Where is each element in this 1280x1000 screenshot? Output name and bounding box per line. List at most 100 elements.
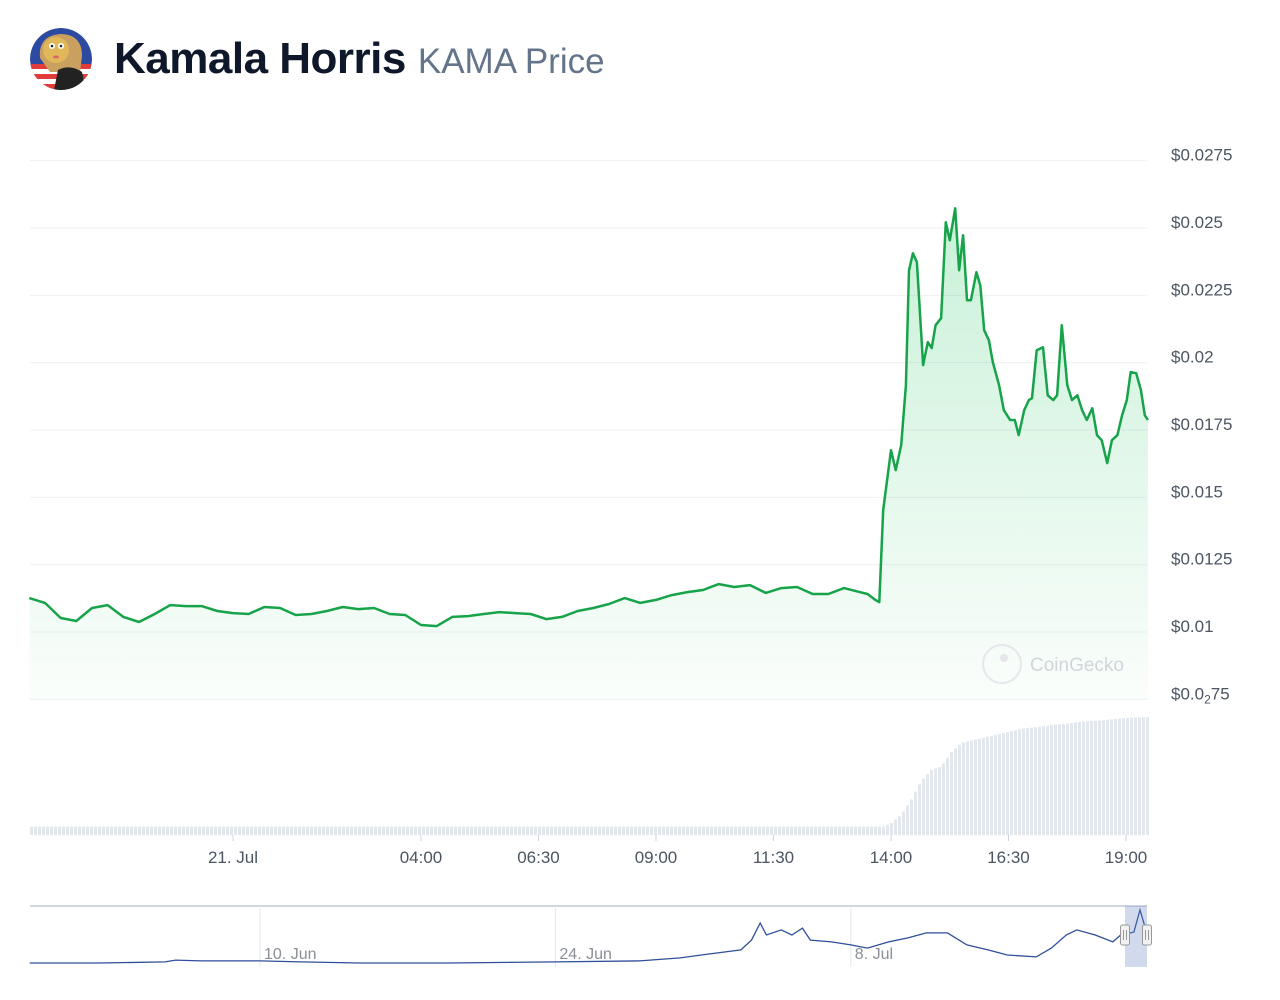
- volume-bar: [122, 826, 125, 835]
- volume-bar: [870, 826, 873, 835]
- volume-bar: [154, 826, 157, 835]
- volume-bar: [118, 826, 121, 835]
- volume-bar: [1086, 721, 1089, 835]
- volume-bar: [430, 826, 433, 835]
- page-header: Kamala Horris KAMA Price: [30, 28, 605, 90]
- y-tick-label: $0.0175: [1171, 415, 1232, 434]
- volume-bar: [554, 826, 557, 835]
- volume-bar: [318, 826, 321, 835]
- volume-bar: [978, 738, 981, 835]
- navigator-handle[interactable]: [1142, 924, 1152, 946]
- volume-bar: [878, 826, 881, 835]
- volume-bar: [1030, 727, 1033, 835]
- volume-bar: [290, 826, 293, 835]
- volume-bar: [826, 826, 829, 835]
- volume-bar: [774, 826, 777, 835]
- volume-bar: [250, 826, 253, 835]
- coingecko-watermark: CoinGecko: [982, 644, 1124, 684]
- volume-bar: [406, 826, 409, 835]
- volume-bar: [722, 826, 725, 835]
- volume-bar: [482, 826, 485, 835]
- volume-bar: [326, 826, 329, 835]
- volume-bar: [458, 826, 461, 835]
- navigator-selection[interactable]: [1125, 906, 1147, 967]
- volume-bar: [106, 826, 109, 835]
- navigator[interactable]: 10. Jun 24. Jun 8. Jul: [29, 905, 1152, 967]
- volume-bar: [778, 826, 781, 835]
- y-tick-rest: 75: [1211, 684, 1230, 703]
- volume-bar: [30, 826, 33, 835]
- volume-bar: [846, 826, 849, 835]
- volume-bar: [470, 826, 473, 835]
- y-tick-label: $0.025: [1171, 213, 1223, 232]
- volume-bar: [166, 826, 169, 835]
- volume-bar: [730, 826, 733, 835]
- volume-bar: [734, 826, 737, 835]
- volume-bar: [414, 826, 417, 835]
- watermark-text: CoinGecko: [1030, 655, 1124, 676]
- volume-bar: [398, 826, 401, 835]
- volume-bar: [642, 826, 645, 835]
- volume-bar: [442, 826, 445, 835]
- volume-bar: [258, 826, 261, 835]
- volume-bar: [366, 826, 369, 835]
- volume-bar: [630, 826, 633, 835]
- volume-bar: [1074, 722, 1077, 835]
- volume-bar: [50, 826, 53, 835]
- x-tick-label: 14:00: [870, 848, 913, 867]
- x-tick-label: 09:00: [635, 848, 678, 867]
- volume-bar: [654, 826, 657, 835]
- volume-bar: [1062, 723, 1065, 835]
- volume-bar: [890, 822, 893, 835]
- volume-bar: [998, 733, 1001, 835]
- volume-bar: [578, 826, 581, 835]
- volume-bar: [58, 826, 61, 835]
- volume-bar: [86, 826, 89, 835]
- volume-bar: [1070, 722, 1073, 835]
- volume-bar: [110, 826, 113, 835]
- volume-bar: [638, 826, 641, 835]
- y-tick-label: $0.015: [1171, 482, 1223, 501]
- volume-bar: [914, 791, 917, 835]
- volume-bar: [898, 816, 901, 835]
- y-tick-label: $0.0275: [1171, 684, 1230, 706]
- volume-bar: [894, 819, 897, 835]
- volume-bar: [658, 826, 661, 835]
- volume-bar: [162, 826, 165, 835]
- volume-bar: [402, 826, 405, 835]
- coin-name: Kamala Horris: [114, 34, 406, 83]
- volume-bar: [1090, 721, 1093, 835]
- volume-bar: [594, 826, 597, 835]
- volume-bar: [818, 826, 821, 835]
- volume-bar: [370, 826, 373, 835]
- volume-bar: [918, 784, 921, 835]
- volume-bar: [866, 826, 869, 835]
- volume-bar: [906, 805, 909, 835]
- volume-bar: [334, 826, 337, 835]
- volume-bar: [1110, 719, 1113, 835]
- y-axis-labels: $0.0275$0.025$0.0225$0.02$0.0175$0.015$0…: [1171, 146, 1232, 707]
- volume-bar: [474, 826, 477, 835]
- volume-bar: [74, 826, 77, 835]
- volume-bar: [714, 826, 717, 835]
- volume-bar: [1026, 728, 1029, 835]
- volume-bar: [814, 826, 817, 835]
- volume-bar: [298, 826, 301, 835]
- navigator-handle[interactable]: [1120, 924, 1130, 946]
- volume-bar: [1098, 720, 1101, 835]
- volume-bar: [282, 826, 285, 835]
- volume-bar: [1138, 717, 1141, 835]
- volume-bar: [586, 826, 589, 835]
- x-tick-label: 19:00: [1105, 848, 1148, 867]
- volume-bar: [974, 739, 977, 835]
- volume-bar: [746, 826, 749, 835]
- volume-bar: [434, 826, 437, 835]
- price-subtitle: KAMA Price: [417, 42, 605, 81]
- volume-bar: [1058, 724, 1061, 835]
- volume-bar: [494, 826, 497, 835]
- volume-bar: [1134, 717, 1137, 835]
- volume-bar: [130, 826, 133, 835]
- volume-bar: [590, 826, 593, 835]
- volume-bar: [794, 826, 797, 835]
